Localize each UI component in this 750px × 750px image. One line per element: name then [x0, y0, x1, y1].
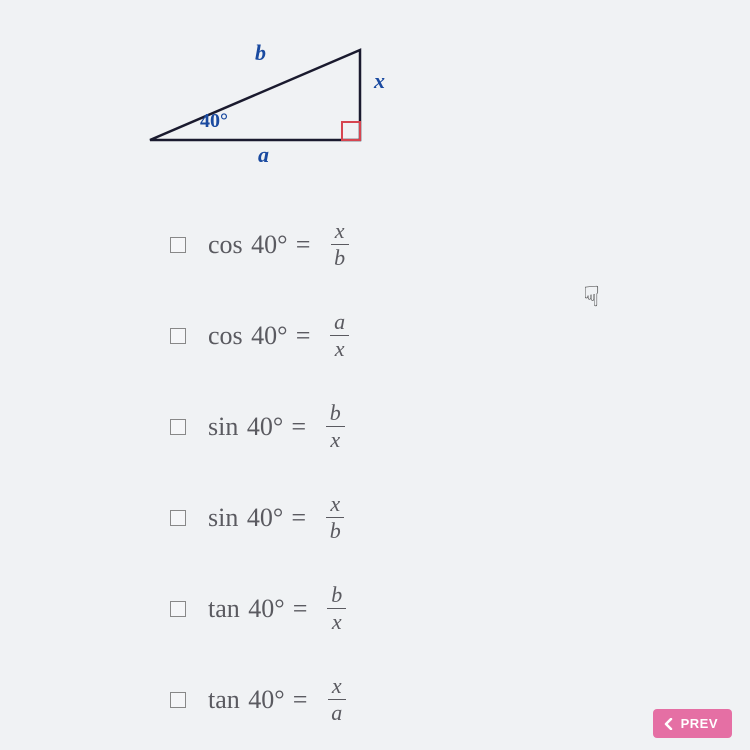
label-x: x	[374, 68, 385, 94]
trig-function: tan	[208, 594, 240, 624]
pointer-cursor-icon: ☟	[583, 280, 600, 314]
trig-function: tan	[208, 685, 240, 715]
options-list: cos 40° = xb cos 40° = ax sin 40° = bx sin …	[170, 220, 750, 724]
fraction-numerator: x	[331, 220, 349, 245]
fraction-numerator: x	[326, 493, 344, 518]
fraction-denominator: x	[331, 336, 349, 360]
option-row: sin 40° = bx	[170, 402, 750, 451]
content-area: b x a 40° cos 40° = xb cos 40° = ax sin 40…	[0, 0, 750, 724]
fraction-numerator: a	[330, 311, 349, 336]
option-checkbox[interactable]	[170, 419, 186, 435]
fraction-denominator: b	[326, 518, 345, 542]
fraction: xa	[327, 675, 346, 724]
chevron-left-icon	[663, 718, 675, 730]
angle-value: 40°	[248, 685, 284, 715]
triangle-svg	[130, 20, 430, 170]
option-checkbox[interactable]	[170, 237, 186, 253]
trig-function: sin	[208, 412, 238, 442]
equation-text: tan 40° = xa	[208, 675, 346, 724]
option-checkbox[interactable]	[170, 692, 186, 708]
prev-button-label: PREV	[681, 716, 718, 731]
fraction: bx	[327, 584, 346, 633]
prev-button[interactable]: PREV	[653, 709, 732, 738]
equation-text: cos 40° = xb	[208, 220, 349, 269]
trig-function: sin	[208, 503, 238, 533]
angle-value: 40°	[251, 321, 287, 351]
triangle-diagram: b x a 40°	[130, 20, 430, 170]
right-angle-marker	[342, 122, 360, 140]
fraction: xb	[330, 220, 349, 269]
equation-text: sin 40° = bx	[208, 402, 345, 451]
fraction: xb	[326, 493, 345, 542]
trig-function: cos	[208, 230, 243, 260]
option-row: sin 40° = xb	[170, 493, 750, 542]
angle-label: 40°	[200, 110, 228, 133]
label-a: a	[258, 142, 269, 168]
option-checkbox[interactable]	[170, 601, 186, 617]
fraction-numerator: b	[327, 584, 346, 609]
fraction-denominator: a	[327, 700, 346, 724]
fraction-denominator: x	[326, 427, 344, 451]
option-row: cos 40° = xb	[170, 220, 750, 269]
angle-value: 40°	[247, 503, 283, 533]
angle-value: 40°	[248, 594, 284, 624]
fraction-numerator: x	[328, 675, 346, 700]
option-checkbox[interactable]	[170, 510, 186, 526]
fraction-numerator: b	[326, 402, 345, 427]
option-row: cos 40° = ax	[170, 311, 750, 360]
fraction-denominator: x	[328, 609, 346, 633]
angle-value: 40°	[247, 412, 283, 442]
fraction-denominator: b	[330, 245, 349, 269]
equation-text: sin 40° = xb	[208, 493, 345, 542]
fraction: bx	[326, 402, 345, 451]
option-row: tan 40° = bx	[170, 584, 750, 633]
equation-text: tan 40° = bx	[208, 584, 346, 633]
angle-value: 40°	[251, 230, 287, 260]
equation-text: cos 40° = ax	[208, 311, 349, 360]
option-checkbox[interactable]	[170, 328, 186, 344]
trig-function: cos	[208, 321, 243, 351]
label-b: b	[255, 40, 266, 66]
fraction: ax	[330, 311, 349, 360]
